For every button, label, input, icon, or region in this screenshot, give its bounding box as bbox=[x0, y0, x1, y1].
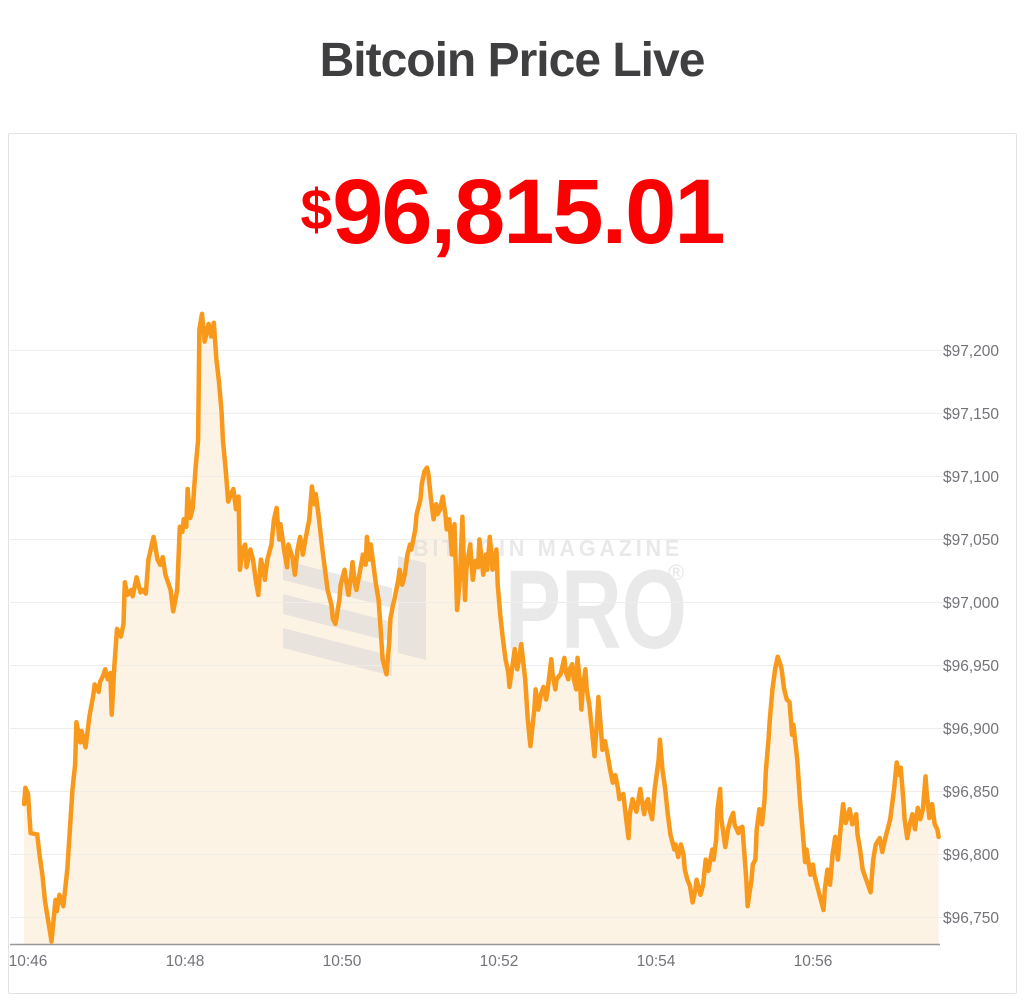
y-axis-tick-label: $97,100 bbox=[943, 469, 999, 486]
y-axis-tick-label: $96,900 bbox=[943, 721, 999, 738]
watermark-logo-bar bbox=[283, 628, 392, 676]
price-value: 96,815.01 bbox=[332, 161, 725, 263]
y-axis-tick-label: $97,050 bbox=[943, 532, 999, 549]
price-display: $96,815.01 bbox=[0, 160, 1024, 262]
y-axis-tick-label: $96,750 bbox=[943, 910, 999, 927]
watermark-registered-mark: ® bbox=[668, 560, 684, 585]
y-axis-tick-label: $96,800 bbox=[943, 847, 999, 864]
price-line bbox=[21, 311, 941, 944]
x-axis-tick-label: 10:56 bbox=[794, 953, 833, 970]
page-title: Bitcoin Price Live bbox=[319, 34, 706, 87]
x-axis-tick-label: 10:46 bbox=[9, 953, 48, 970]
watermark-text-pro: PRO bbox=[505, 547, 687, 672]
gridlines: $96,750 $96,800 $96,850 $96,900 $96,950 $97,0… bbox=[10, 343, 999, 927]
x-axis-tick-label: 10:50 bbox=[323, 953, 362, 970]
y-axis-tick-label: $96,850 bbox=[943, 784, 999, 801]
price-area-fill bbox=[24, 313, 939, 944]
watermark-logo-bar bbox=[283, 560, 392, 608]
x-axis: 10:46 10:48 10:50 10:52 10:54 10:56 bbox=[9, 943, 940, 970]
y-axis-tick-label: $96,950 bbox=[943, 658, 999, 675]
x-axis-tick-label: 10:52 bbox=[480, 953, 519, 970]
currency-symbol: $ bbox=[300, 178, 333, 242]
y-axis-tick-label: $97,200 bbox=[943, 343, 999, 360]
x-axis-tick-label: 10:48 bbox=[166, 953, 205, 970]
y-axis-tick-label: $97,150 bbox=[943, 406, 999, 423]
x-axis-tick-label: 10:54 bbox=[637, 953, 676, 970]
price-line-series bbox=[21, 311, 941, 944]
y-axis-tick-label: $97,000 bbox=[943, 595, 999, 612]
